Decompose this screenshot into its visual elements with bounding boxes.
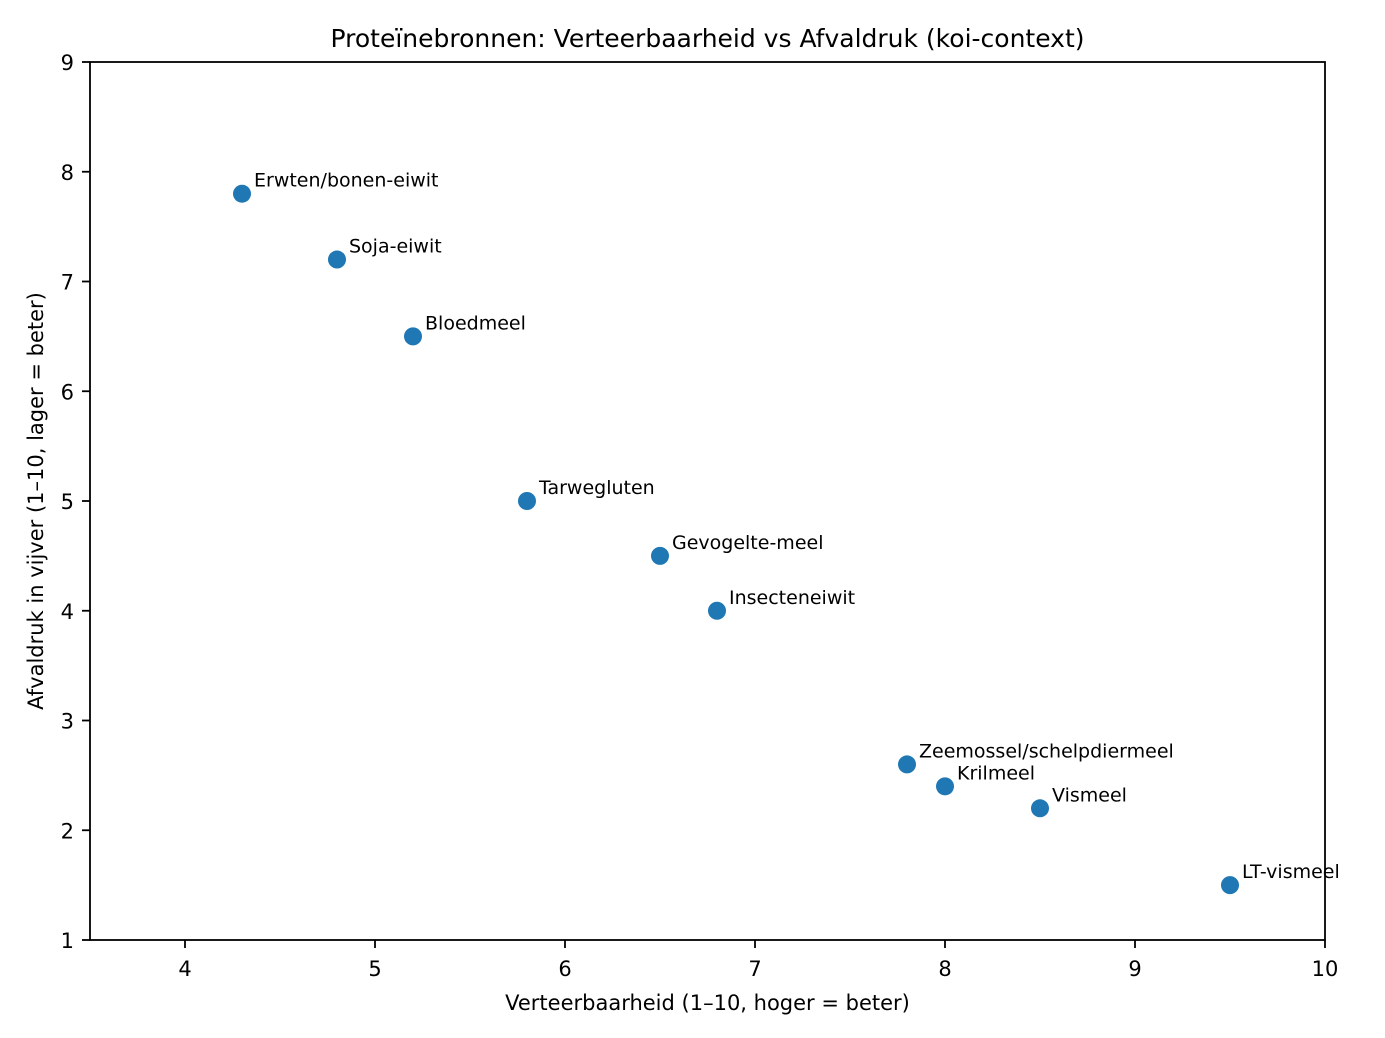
data-point-dot [1031, 799, 1049, 818]
data-point-label: Krilmeel [957, 762, 1035, 784]
data-point-dot [328, 250, 346, 269]
data-point-label: Insecteneiwit [729, 587, 855, 609]
data-point-dot [708, 601, 726, 620]
x-axis-label: Verteerbaarheid (1–10, hoger = beter) [505, 991, 910, 1015]
y-tick-label: 7 [61, 271, 74, 295]
y-tick-label: 8 [61, 161, 74, 185]
data-point-label: LT-vismeel [1242, 861, 1340, 883]
data-point-label: Soja-eiwit [349, 236, 442, 258]
x-tick-label: 9 [1128, 957, 1141, 981]
data-point-dot [518, 492, 536, 510]
data-point-label: Bloedmeel [425, 312, 526, 334]
y-tick-label: 2 [61, 819, 74, 843]
chart-title: Proteïnebronnen: Verteerbaarheid vs Afva… [330, 24, 1085, 53]
x-tick-label: 10 [1312, 957, 1339, 981]
data-point-dot [898, 755, 916, 774]
data-point-dot [936, 777, 954, 796]
data-point-label: Erwten/bonen-eiwit [254, 170, 439, 192]
data-point-label: Vismeel [1052, 784, 1127, 806]
data-point-dot [651, 546, 669, 565]
data-point-dot [1221, 876, 1239, 895]
plot-border [89, 61, 1326, 941]
x-tick-label: 7 [748, 957, 761, 981]
y-tick-label: 4 [61, 600, 74, 624]
data-point-dot [404, 327, 422, 346]
data-point-label: Gevogelte-meel [672, 532, 823, 554]
y-tick-label: 9 [61, 51, 74, 75]
y-tick-label: 6 [61, 380, 74, 404]
x-tick-label: 6 [558, 957, 571, 981]
x-tick-label: 4 [178, 957, 191, 981]
data-point-label: Zeemossel/schelpdiermeel [919, 740, 1174, 762]
y-axis-label: Afvaldruk in vijver (1–10, lager = beter… [24, 292, 48, 710]
y-tick-label: 3 [61, 710, 74, 734]
x-tick-label: 5 [368, 957, 381, 981]
x-tick-label: 8 [938, 957, 951, 981]
data-point-dot [233, 184, 251, 203]
y-tick-label: 1 [61, 929, 74, 953]
data-point-label: Tarwegluten [538, 477, 655, 499]
y-tick-label: 5 [61, 490, 74, 514]
